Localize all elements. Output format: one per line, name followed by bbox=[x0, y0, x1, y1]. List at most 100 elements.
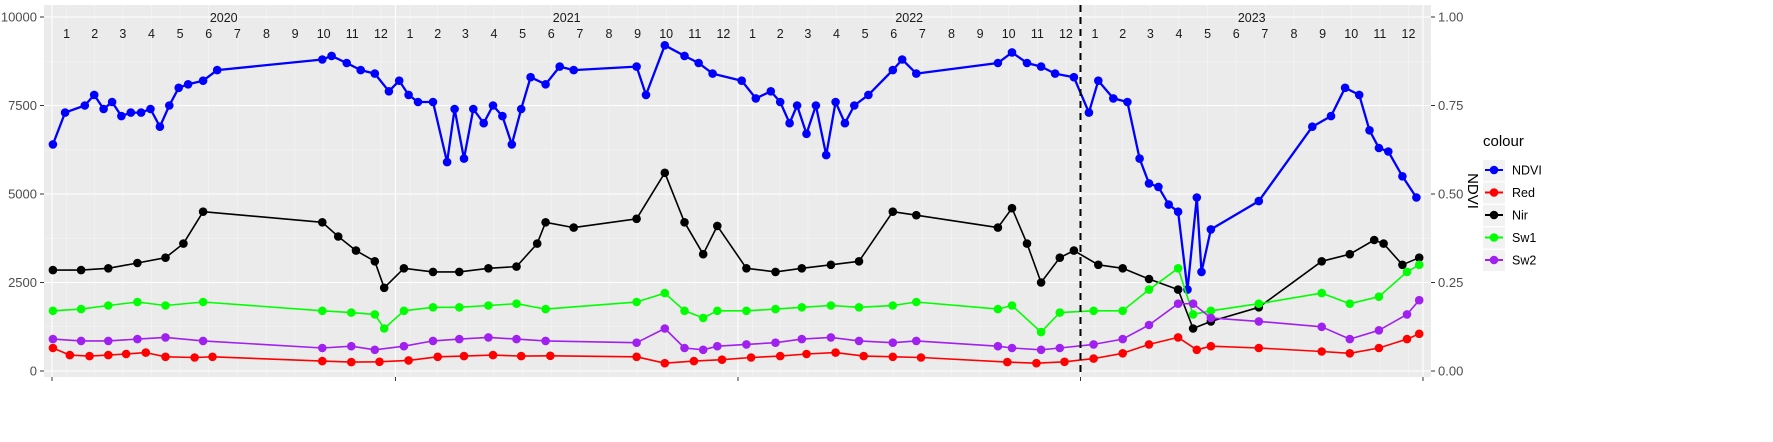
data-point-ndvi bbox=[1084, 108, 1094, 117]
series-red bbox=[48, 329, 1424, 368]
y-axis-title-right: NDVI bbox=[1464, 173, 1481, 209]
data-point-red bbox=[1345, 349, 1355, 358]
year-label: 2022 bbox=[895, 11, 923, 25]
data-point-sw2 bbox=[854, 336, 864, 346]
data-point-sw1 bbox=[161, 301, 170, 310]
month-label: 6 bbox=[1233, 27, 1240, 41]
month-label: 11 bbox=[1031, 27, 1044, 41]
data-point-red bbox=[1402, 334, 1412, 344]
data-point-sw1 bbox=[198, 297, 208, 307]
legend-key-point bbox=[1489, 165, 1499, 175]
data-point-sw2 bbox=[484, 333, 493, 342]
month-label: 4 bbox=[148, 27, 155, 41]
month-label: 8 bbox=[1290, 27, 1297, 41]
data-point-nir bbox=[399, 264, 409, 273]
data-point-nir bbox=[1398, 260, 1407, 270]
month-label: 6 bbox=[205, 27, 212, 41]
y-tick-label-left: 0 bbox=[30, 364, 37, 379]
data-point-nir bbox=[1173, 285, 1183, 294]
data-point-sw1 bbox=[1414, 260, 1424, 270]
legend-item-red: Red bbox=[1483, 182, 1535, 204]
data-point-sw1 bbox=[713, 306, 722, 316]
data-point-ndvi bbox=[1340, 83, 1350, 93]
data-point-ndvi bbox=[751, 94, 761, 103]
data-point-sw2 bbox=[104, 336, 113, 346]
data-point-red bbox=[141, 348, 151, 357]
data-point-red bbox=[1414, 329, 1424, 339]
data-point-ndvi bbox=[99, 104, 108, 114]
data-point-nir bbox=[1055, 253, 1065, 262]
data-point-ndvi bbox=[541, 80, 550, 89]
data-point-ndvi bbox=[912, 69, 921, 78]
data-point-ndvi bbox=[840, 118, 850, 128]
month-label: 3 bbox=[119, 27, 126, 41]
data-point-nir bbox=[1069, 246, 1079, 255]
data-point-sw1 bbox=[1374, 292, 1384, 302]
month-label: 10 bbox=[1002, 27, 1016, 41]
data-point-sw1 bbox=[797, 303, 807, 312]
y-tick-label-left: 10000 bbox=[1, 10, 37, 25]
data-point-red bbox=[802, 349, 811, 359]
data-point-sw2 bbox=[76, 336, 86, 346]
data-point-ndvi bbox=[1050, 69, 1060, 78]
data-point-nir bbox=[1144, 274, 1154, 284]
month-label: 12 bbox=[1402, 27, 1416, 41]
data-point-sw1 bbox=[1317, 288, 1326, 298]
month-label: 1 bbox=[63, 27, 70, 41]
data-point-nir bbox=[660, 168, 670, 178]
data-point-sw2 bbox=[399, 341, 409, 351]
data-point-nir bbox=[797, 264, 807, 273]
grid-lines bbox=[44, 5, 1431, 377]
year-label: 2021 bbox=[553, 11, 581, 25]
year-label: 2023 bbox=[1238, 11, 1266, 25]
month-label: 3 bbox=[1147, 27, 1154, 41]
data-point-sw2 bbox=[698, 345, 708, 355]
data-point-sw1 bbox=[742, 306, 751, 316]
data-point-ndvi bbox=[89, 90, 99, 100]
data-point-nir bbox=[569, 223, 578, 232]
data-point-ndvi bbox=[1192, 193, 1202, 202]
data-point-sw2 bbox=[1374, 326, 1384, 335]
month-label: 7 bbox=[919, 27, 926, 41]
data-point-sw1 bbox=[104, 301, 113, 310]
month-label: 5 bbox=[1204, 27, 1211, 41]
data-point-red bbox=[190, 353, 199, 362]
data-point-red bbox=[831, 348, 840, 357]
data-point-red bbox=[689, 356, 699, 366]
data-point-ndvi bbox=[737, 76, 746, 85]
data-point-ndvi bbox=[792, 101, 802, 110]
data-point-sw2 bbox=[370, 345, 380, 355]
data-point-sw2 bbox=[1118, 334, 1127, 344]
month-label: 3 bbox=[804, 27, 811, 41]
data-point-sw1 bbox=[455, 303, 464, 312]
data-point-red bbox=[404, 356, 413, 365]
data-point-sw2 bbox=[1345, 334, 1355, 344]
data-point-sw2 bbox=[680, 343, 689, 353]
data-point-ndvi bbox=[107, 97, 117, 107]
data-point-ndvi bbox=[1154, 182, 1163, 192]
month-label: 2 bbox=[777, 27, 784, 41]
data-point-sw2 bbox=[1173, 299, 1183, 309]
data-point-nir bbox=[1007, 203, 1017, 213]
data-point-ndvi bbox=[450, 104, 459, 114]
data-point-sw2 bbox=[161, 333, 170, 342]
data-point-nir bbox=[161, 253, 170, 262]
data-point-ndvi bbox=[888, 65, 898, 75]
data-point-red bbox=[65, 350, 75, 360]
data-point-nir bbox=[826, 260, 836, 270]
data-point-ndvi bbox=[694, 58, 703, 68]
data-point-nir bbox=[1022, 239, 1032, 248]
data-point-sw1 bbox=[698, 313, 708, 323]
legend-label: Sw1 bbox=[1512, 231, 1536, 245]
data-point-ndvi bbox=[155, 122, 165, 131]
data-point-sw1 bbox=[484, 301, 493, 310]
y-tick-label-left: 5000 bbox=[8, 187, 37, 202]
data-point-ndvi bbox=[60, 108, 70, 117]
data-point-red bbox=[121, 349, 131, 359]
legend-item-sw1: Sw1 bbox=[1483, 227, 1536, 249]
data-point-ndvi bbox=[469, 104, 478, 114]
data-point-sw2 bbox=[771, 338, 780, 348]
month-label: 7 bbox=[576, 27, 583, 41]
